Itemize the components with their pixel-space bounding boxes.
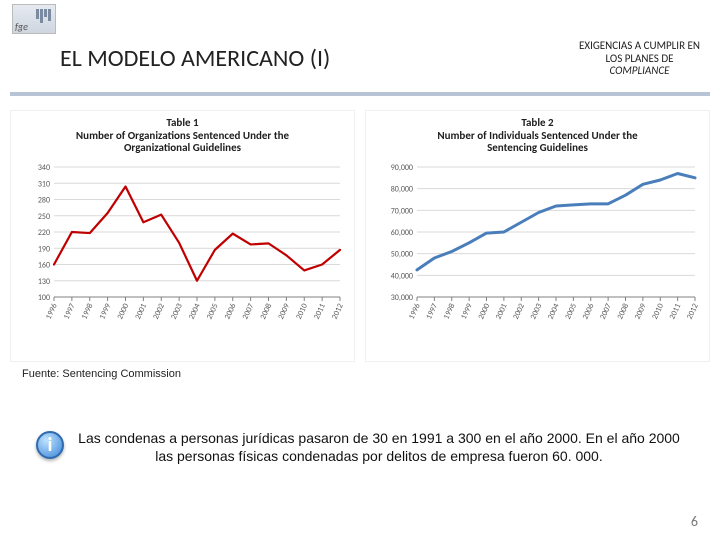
svg-text:60,000: 60,000 [390,228,412,238]
svg-text:40,000: 40,000 [390,271,412,281]
logo [12,4,56,34]
header: EL MODELO AMERICANO (I) EXIGENCIAS A CUM… [0,40,720,86]
svg-text:220: 220 [37,228,49,238]
svg-text:80,000: 80,000 [390,185,412,195]
svg-text:130: 130 [37,277,49,287]
svg-text:70,000: 70,000 [390,206,412,216]
svg-text:90,000: 90,000 [390,163,412,173]
svg-text:190: 190 [37,244,49,254]
header-rule [10,92,710,96]
chart-1-svg: 1001301601902202502803103401996199719981… [18,159,348,359]
svg-text:310: 310 [37,179,49,189]
svg-text:30,000: 30,000 [390,293,412,303]
page-number: 6 [691,513,698,530]
chart-1-title: Table 1 Number of Organizations Sentence… [17,117,348,155]
svg-text:340: 340 [37,163,49,173]
charts-row: Table 1 Number of Organizations Sentence… [10,110,710,362]
chart-2-svg: 30,000 40,000 50,000 60,000 70,000 80,000 90,0… [373,159,703,359]
svg-text:100: 100 [37,293,49,303]
chart-1-title-line3: Organizational Guidelines [17,142,348,155]
subtitle-line3: COMPLIANCE [579,65,700,78]
svg-text:50,000: 50,000 [390,250,412,260]
svg-text:160: 160 [37,260,49,270]
page-title: EL MODELO AMERICANO (I) [60,44,330,73]
info-text: Las condenas a personas jurídicas pasaro… [74,430,684,465]
svg-text:250: 250 [37,212,49,222]
chart-2-title-line3: Sentencing Guidelines [372,142,703,155]
chart-2-title: Table 2 Number of Individuals Sentenced … [372,117,703,155]
source-label: Fuente: Sentencing Commission [22,368,181,380]
info-icon: i [36,431,70,465]
chart-2: Table 2 Number of Individuals Sentenced … [365,110,710,362]
header-subtitle: EXIGENCIAS A CUMPLIR EN LOS PLANES DE CO… [579,40,700,78]
chart-2-title-line1: Table 2 [372,117,703,130]
subtitle-line1: EXIGENCIAS A CUMPLIR EN [579,40,700,53]
chart-1: Table 1 Number of Organizations Sentence… [10,110,355,362]
info-row: i Las condenas a personas jurídicas pasa… [36,430,684,465]
chart-1-title-line1: Table 1 [17,117,348,130]
svg-text:280: 280 [37,195,49,205]
